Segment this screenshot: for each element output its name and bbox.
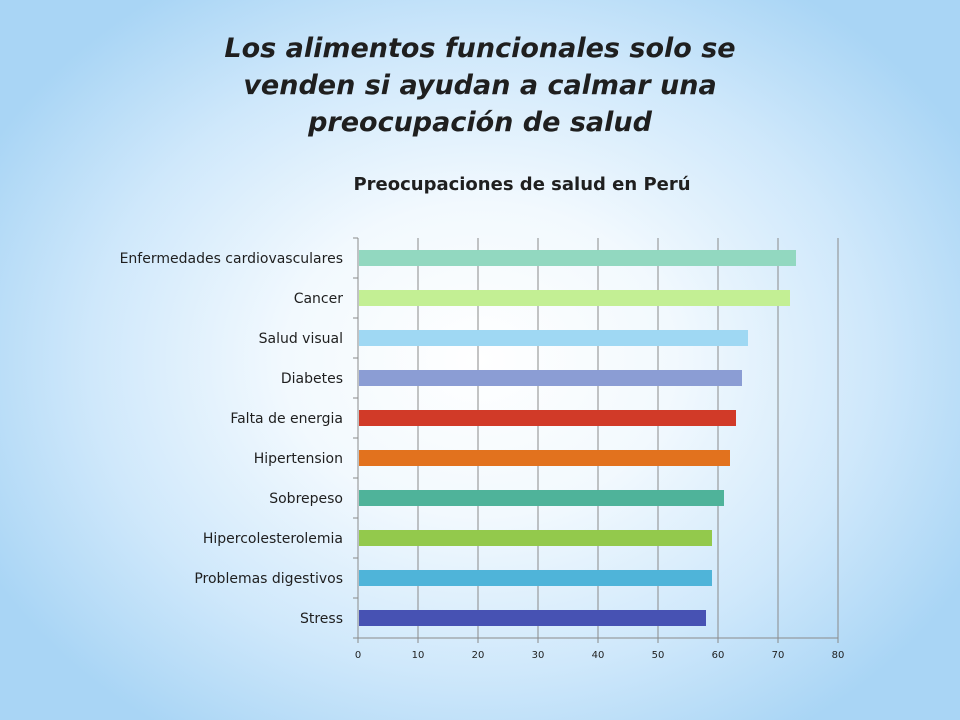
bar-4: [359, 410, 736, 426]
bar-1: [359, 290, 790, 306]
bar-8: [359, 570, 712, 586]
x-tick-label: 70: [772, 650, 785, 661]
category-label: Diabetes: [281, 371, 343, 387]
x-tick-label: 80: [832, 650, 845, 661]
slide-title-line-3: preocupación de salud: [308, 107, 652, 138]
bar-5: [359, 450, 730, 466]
bar-6: [359, 490, 724, 506]
slide-title-line-2: venden si ayudan a calmar una: [243, 70, 717, 101]
category-label: Stress: [300, 611, 343, 627]
category-label: Problemas digestivos: [194, 571, 343, 587]
x-tick-label: 60: [712, 650, 725, 661]
category-label: Cancer: [294, 291, 344, 307]
category-label: Hipertension: [254, 451, 343, 467]
category-label: Falta de energia: [230, 411, 343, 427]
x-tick-label: 10: [412, 650, 425, 661]
category-label: Sobrepeso: [269, 491, 343, 507]
bar-7: [359, 530, 712, 546]
bar-2: [359, 330, 748, 346]
x-tick-label: 30: [532, 650, 545, 661]
bar-0: [359, 250, 796, 266]
x-tick-label: 0: [355, 650, 361, 661]
bar-9: [359, 610, 706, 626]
x-tick-label: 20: [472, 650, 485, 661]
category-label: Hipercolesterolemia: [203, 531, 343, 547]
x-tick-label: 50: [652, 650, 665, 661]
slide-title: Los alimentos funcionales solo se venden…: [150, 30, 810, 141]
category-label: Enfermedades cardiovasculares: [120, 251, 343, 267]
x-tick-label: 40: [592, 650, 605, 661]
category-label: Salud visual: [259, 331, 343, 347]
slide-title-line-1: Los alimentos funcionales solo se: [224, 33, 736, 64]
bar-3: [359, 370, 742, 386]
chart-title: Preocupaciones de salud en Perú: [353, 174, 690, 195]
